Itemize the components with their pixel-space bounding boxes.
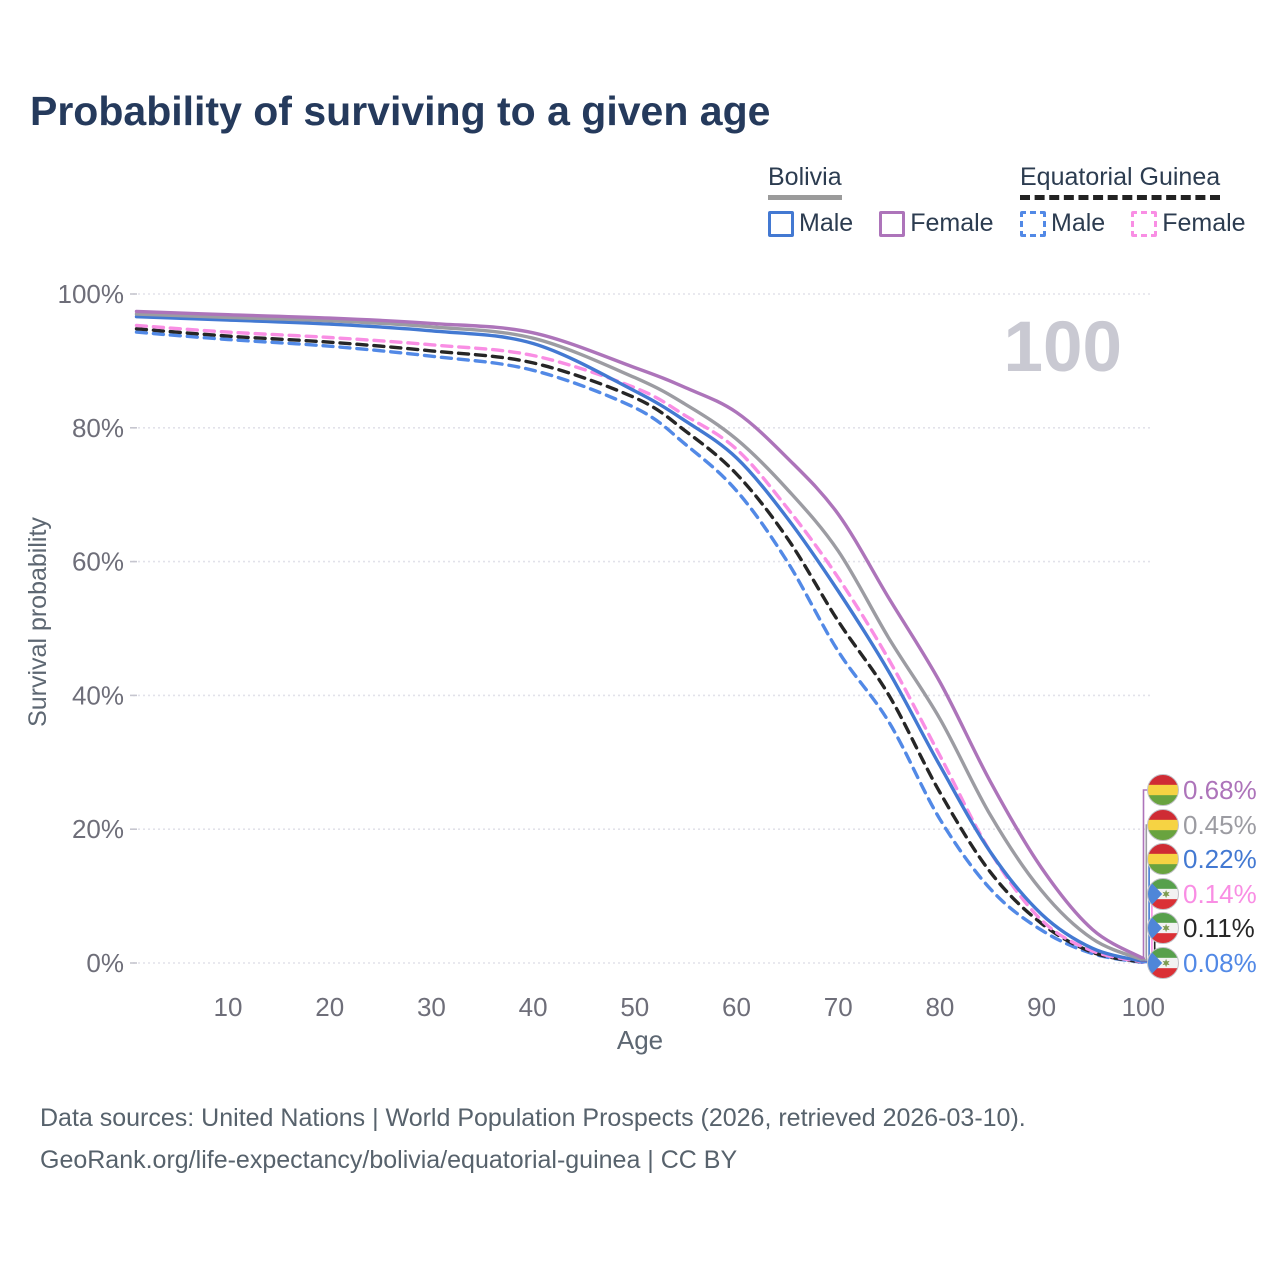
- page-title: Probability of surviving to a given age: [30, 88, 771, 134]
- end-value-bolivia-female: 0.68%: [1183, 775, 1257, 805]
- y-tick-label: 100%: [58, 279, 125, 309]
- end-label-connector: [1141, 789, 1148, 960]
- flag-icon-equatorial-guinea: [1147, 912, 1179, 944]
- end-value-bolivia-both-sexes: 0.45%: [1183, 810, 1257, 840]
- end-value-equatorial-guinea-male: 0.08%: [1183, 948, 1257, 978]
- legend-item-label: Female: [1162, 209, 1246, 237]
- end-value-bolivia-male: 0.22%: [1183, 844, 1257, 874]
- dashed-line-swatch-icon: [1131, 210, 1158, 237]
- y-tick-label: 40%: [72, 680, 124, 710]
- watermark-age-100: 100: [1004, 308, 1122, 387]
- solid-line-swatch-icon: [879, 210, 906, 237]
- legend-group-bolivia: Bolivia Male Female: [768, 163, 994, 238]
- x-tick-label: 70: [824, 992, 853, 1022]
- tick-layer: 0% 20% 40% 60% 80% 100% 10 20 30 40 50 60 70 80 90 100: [58, 279, 1165, 1022]
- legend: Bolivia Male Female Equatorial Guinea Ma…: [0, 163, 1280, 243]
- legend-item-bolivia-female[interactable]: Female: [879, 209, 994, 238]
- end-label-connector: [1141, 824, 1148, 961]
- end-value-equatorial-guinea-female: 0.14%: [1183, 879, 1257, 909]
- series-line-bolivia-female[interactable]: [134, 309, 1145, 961]
- x-tick-label: 100: [1122, 992, 1165, 1022]
- series-line-equatorial-guinea-both-sexes[interactable]: [134, 327, 1145, 964]
- flag-icon-bolivia: [1147, 843, 1179, 875]
- x-tick-label: 20: [315, 992, 344, 1022]
- dashed-line-swatch-icon: [1020, 210, 1046, 237]
- y-axis-label: Survival probability: [24, 517, 52, 727]
- series-line-bolivia-male[interactable]: [134, 315, 1145, 964]
- flag-icon-bolivia: [1147, 809, 1179, 841]
- y-tick-label: 60%: [72, 547, 124, 577]
- legend-item-equatorial-guinea-female[interactable]: Female: [1131, 209, 1246, 238]
- legend-country-bolivia[interactable]: Bolivia: [768, 163, 842, 200]
- end-label-layer: 0.68% 0.45% 0.22% 0.14% 0.11% 0.08%: [1141, 774, 1257, 979]
- x-tick-label: 10: [214, 992, 243, 1022]
- series-line-equatorial-guinea-female[interactable]: [134, 323, 1145, 964]
- end-label-connector: [1141, 858, 1150, 963]
- footer-data-sources: Data sources: United Nations | World Pop…: [40, 1104, 1026, 1132]
- y-tick-label: 80%: [72, 413, 124, 443]
- y-tick-label: 20%: [72, 814, 124, 844]
- y-tick-label: 0%: [86, 948, 124, 978]
- legend-item-equatorial-guinea-male[interactable]: Male: [1020, 209, 1105, 238]
- flag-icon-equatorial-guinea: [1147, 947, 1179, 979]
- solid-line-swatch-icon: [768, 210, 794, 237]
- footer: Data sources: United Nations | World Pop…: [40, 1097, 1026, 1181]
- legend-group-equatorial-guinea: Equatorial Guinea Male Female: [1020, 163, 1246, 238]
- flag-icon-equatorial-guinea: [1147, 878, 1179, 910]
- series-layer: [134, 309, 1145, 965]
- footer-url: GeoRank.org/life-expectancy/bolivia/equa…: [40, 1146, 738, 1174]
- legend-item-label: Male: [799, 209, 854, 237]
- x-tick-label: 30: [417, 992, 446, 1022]
- x-tick-label: 90: [1027, 992, 1056, 1022]
- end-value-equatorial-guinea-both-sexes: 0.11%: [1183, 913, 1255, 943]
- x-tick-label: 40: [519, 992, 548, 1022]
- legend-item-label: Male: [1051, 209, 1106, 237]
- legend-item-label: Female: [910, 209, 994, 237]
- x-tick-label: 60: [722, 992, 751, 1022]
- grid-layer: [130, 293, 1152, 964]
- series-line-equatorial-guinea-male[interactable]: [134, 330, 1145, 965]
- x-tick-label: 80: [925, 992, 954, 1022]
- flag-icon-bolivia: [1147, 774, 1179, 806]
- x-tick-label: 50: [620, 992, 649, 1022]
- series-line-bolivia-both-sexes[interactable]: [134, 312, 1145, 962]
- legend-item-bolivia-male[interactable]: Male: [768, 209, 853, 238]
- legend-country-equatorial-guinea[interactable]: Equatorial Guinea: [1020, 163, 1221, 200]
- x-axis-label: Age: [617, 1025, 663, 1055]
